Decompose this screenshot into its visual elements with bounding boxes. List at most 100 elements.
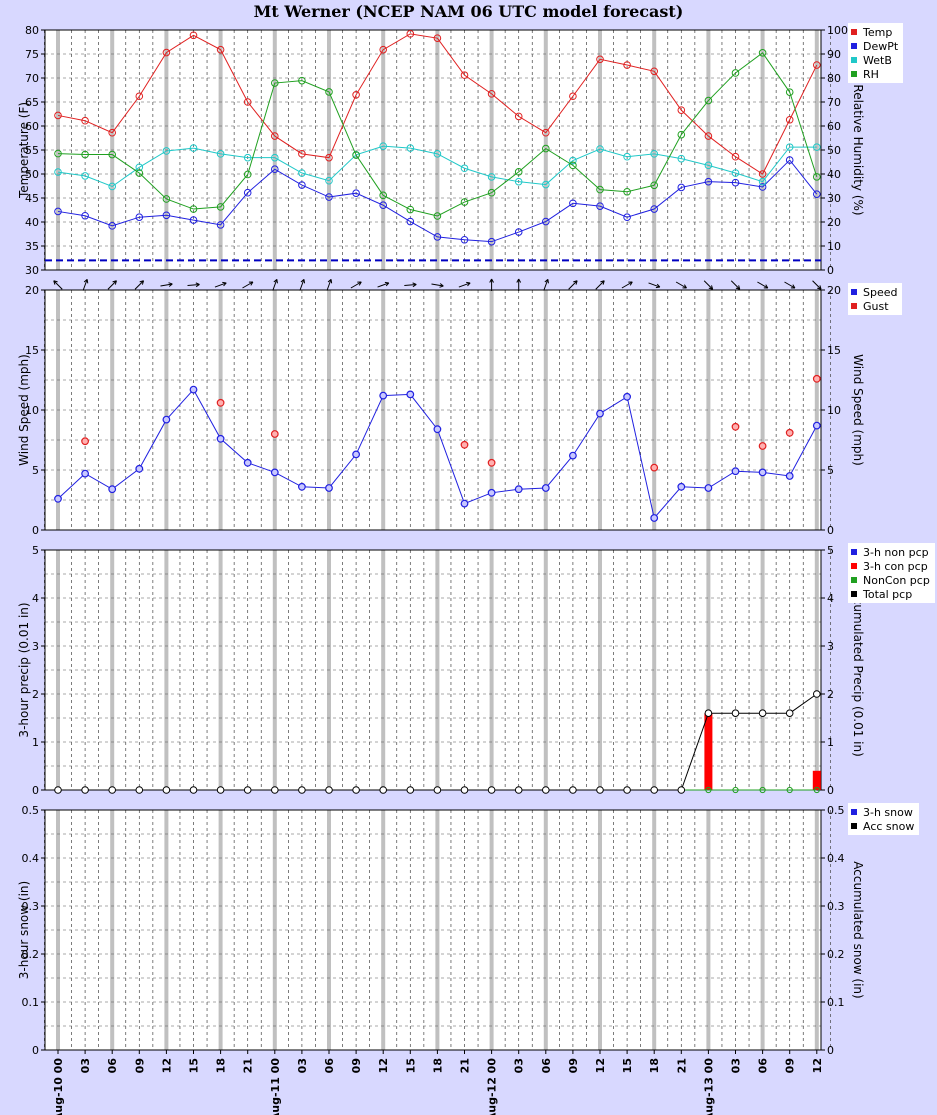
data-point-dewpt [596, 202, 604, 210]
series-line-rh [57, 52, 818, 217]
data-point-total [677, 786, 686, 794]
data-point-gust [758, 442, 767, 450]
data-point-dewpt [81, 211, 89, 220]
data-point-rh [542, 144, 550, 153]
y-tick-label: 5 [32, 544, 39, 557]
panel-precip: 0 1 2 3 4 5 0 1 2 3 4 5 3-hour precip (0.01 in) Accum… [17, 544, 865, 797]
data-point-gust [812, 374, 821, 383]
data-point-speed [298, 482, 306, 491]
wind-arrow-head [385, 282, 390, 287]
data-point-wetb [704, 161, 713, 170]
data-point-temp [514, 112, 523, 121]
data-point-temp [108, 128, 116, 137]
data-point-wetb [514, 177, 523, 186]
legend-label: NonCon pcp [863, 573, 930, 587]
data-point-total [514, 786, 523, 794]
data-point-dewpt [650, 205, 659, 213]
data-point-dewpt [352, 189, 360, 197]
wind-arrow-head [412, 282, 417, 285]
data-point-speed [650, 514, 659, 522]
wind-arrow [595, 280, 605, 290]
data-point-temp [542, 128, 550, 137]
y-tick-label-right: 30 [827, 192, 841, 205]
data-point-wetb [271, 153, 279, 162]
wind-arrow-shaft [82, 279, 88, 291]
x-tick-label: 03 [79, 1058, 92, 1073]
data-point-total [758, 709, 767, 718]
y-tick-label: 0 [32, 524, 39, 537]
wind-arrow-shaft [187, 283, 200, 287]
y-tick-label: 0.4 [22, 852, 40, 865]
wind-arrow [377, 281, 390, 288]
wind-arrow-head [735, 287, 740, 290]
data-point-temp [189, 31, 198, 40]
data-point-speed [379, 391, 388, 400]
data-point-dewpt [758, 183, 767, 191]
wind-arrow [272, 278, 278, 291]
y-tick-label-right: 0 [827, 524, 834, 537]
data-point-total [406, 786, 415, 794]
y-tick-label-right: 0 [827, 1044, 834, 1057]
data-point-dewpt [623, 213, 631, 221]
y-tick-label: 55 [25, 144, 39, 157]
wind-arrow-shaft [326, 279, 332, 291]
data-point-dewpt [433, 233, 442, 241]
data-point-dewpt [542, 217, 550, 226]
data-point-dewpt [325, 193, 333, 201]
x-tick-label: Aug-12 00 [486, 1058, 499, 1115]
legend-label: 3-h non pcp [863, 545, 929, 559]
legend-precip: 3-h non pcp 3-h con pcp NonCon pcp Total pc… [848, 543, 935, 603]
wind-arrow-head [602, 280, 605, 285]
x-tick-label: 09 [567, 1058, 580, 1073]
data-point-dewpt [243, 188, 252, 197]
legend-label: Gust [863, 299, 889, 313]
series-line-dewpt [57, 159, 818, 243]
y-axis-label-right: Wind Speed (mph) [851, 354, 865, 466]
y-tick-label-right: 1 [827, 736, 834, 749]
data-point-temp [54, 111, 62, 120]
data-point-wetb [243, 153, 252, 162]
y-tick-label-right: 20 [827, 216, 841, 229]
wind-arrow-shaft [784, 281, 796, 289]
wind-arrow-head [489, 278, 493, 283]
data-point-speed [623, 392, 631, 401]
legend-swatch [851, 57, 857, 63]
wind-arrow-head [358, 281, 362, 286]
wind-arrow-shaft [730, 280, 741, 290]
legend-swatch [851, 43, 857, 49]
data-point-temp [298, 150, 306, 158]
legend-swatch [851, 591, 857, 597]
data-point-total [54, 786, 62, 794]
data-point-temp [813, 61, 821, 69]
y-tick-label: 5 [32, 464, 39, 477]
data-point-speed [325, 484, 333, 492]
data-point-total [813, 690, 821, 698]
y-tick-label: 60 [25, 120, 39, 133]
data-point-wetb [460, 164, 469, 173]
data-point-dewpt [813, 190, 821, 198]
y-tick-label: 3 [32, 640, 39, 653]
wind-arrow-shaft [543, 279, 549, 291]
wind-arrow-shaft [431, 283, 444, 287]
y-tick-label-right: 50 [827, 144, 841, 157]
y-tick-label: 35 [25, 240, 39, 253]
data-point-rh [379, 191, 388, 200]
x-tick-label: 06 [757, 1058, 770, 1074]
data-point-dewpt [785, 156, 794, 164]
data-point-temp [379, 45, 388, 54]
y-axis-label-right: Accumulated Precip (0.01 in) [851, 583, 865, 757]
y-tick-label-right: 20 [827, 284, 841, 297]
wind-arrow-shaft [160, 283, 173, 287]
wind-arrow-shaft [350, 281, 362, 289]
data-point-speed [514, 485, 523, 494]
data-point-rh [325, 88, 333, 96]
wind-arrow-head [303, 279, 306, 284]
data-point-total [704, 709, 713, 718]
wind-arrow-head [544, 278, 549, 283]
data-point-total [243, 786, 252, 794]
wind-arrow-head [250, 281, 254, 286]
data-point-rh [704, 96, 713, 105]
y-tick-label-right: 90 [827, 48, 841, 61]
wind-arrow-head [112, 280, 117, 283]
y-tick-label: 0.2 [22, 948, 40, 961]
